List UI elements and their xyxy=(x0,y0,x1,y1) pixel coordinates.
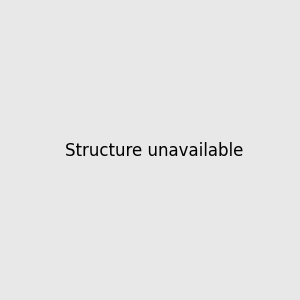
Text: Structure unavailable: Structure unavailable xyxy=(64,142,243,160)
